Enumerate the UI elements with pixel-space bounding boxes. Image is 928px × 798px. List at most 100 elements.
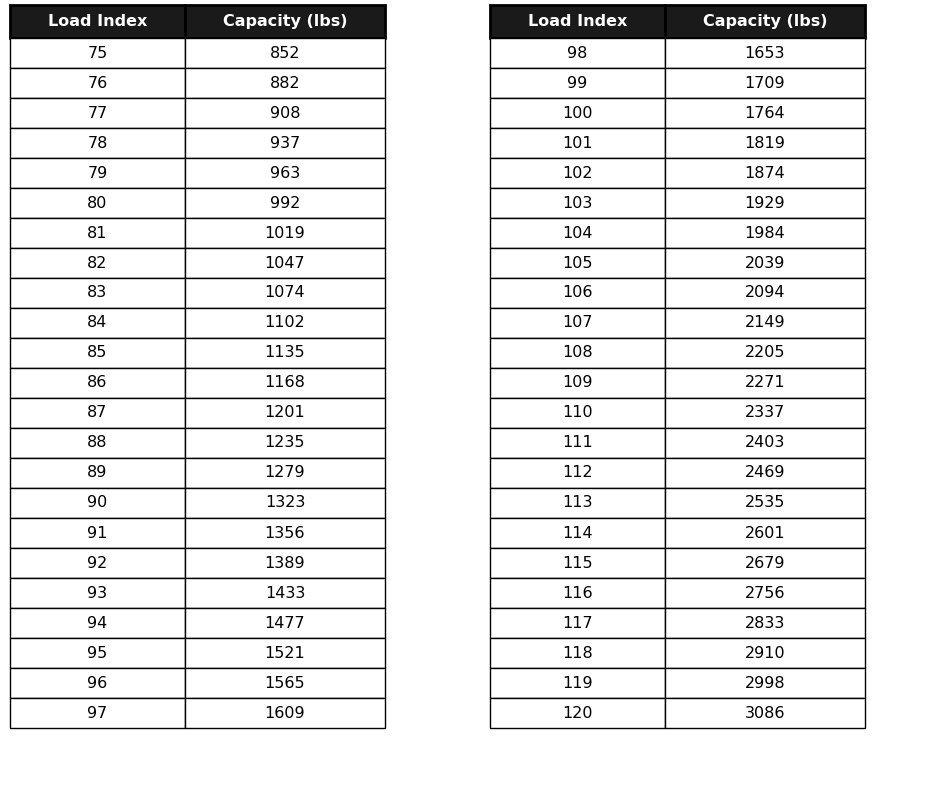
Text: 88: 88 [87, 436, 108, 451]
Text: 1201: 1201 [264, 405, 305, 421]
Bar [489, 458, 664, 488]
Text: 1477: 1477 [264, 615, 305, 630]
Text: 1389: 1389 [264, 555, 305, 571]
Bar [489, 668, 664, 698]
Text: 77: 77 [87, 105, 108, 120]
Bar [10, 188, 185, 218]
Bar [10, 458, 185, 488]
Bar [185, 518, 384, 548]
Text: 107: 107 [561, 315, 592, 330]
Text: 2601: 2601 [744, 526, 784, 540]
Text: 118: 118 [561, 646, 592, 661]
Text: 97: 97 [87, 705, 108, 721]
Bar [489, 548, 664, 578]
Text: 2094: 2094 [744, 286, 784, 301]
Text: 1874: 1874 [744, 165, 784, 180]
Text: 1168: 1168 [264, 376, 305, 390]
Bar [10, 38, 185, 68]
Text: 110: 110 [561, 405, 592, 421]
Text: 1433: 1433 [264, 586, 305, 601]
Bar [185, 608, 384, 638]
Text: 78: 78 [87, 136, 108, 151]
Bar [185, 338, 384, 368]
Bar [664, 488, 864, 518]
Text: 1653: 1653 [744, 45, 784, 61]
Text: 1047: 1047 [264, 255, 305, 271]
Text: 963: 963 [270, 165, 300, 180]
Bar [185, 38, 384, 68]
Bar [10, 128, 185, 158]
Bar [185, 698, 384, 728]
Bar [489, 188, 664, 218]
Text: 1019: 1019 [264, 226, 305, 240]
Bar [664, 608, 864, 638]
Bar [185, 188, 384, 218]
Text: 82: 82 [87, 255, 108, 271]
Bar [664, 698, 864, 728]
Bar [10, 518, 185, 548]
Text: 1521: 1521 [264, 646, 305, 661]
Bar [664, 338, 864, 368]
Text: 95: 95 [87, 646, 108, 661]
Text: 111: 111 [561, 436, 592, 451]
Text: Load Index: Load Index [527, 14, 626, 29]
Text: 937: 937 [270, 136, 300, 151]
Text: 2469: 2469 [744, 465, 784, 480]
Text: 80: 80 [87, 196, 108, 211]
Text: 75: 75 [87, 45, 108, 61]
Bar [10, 98, 185, 128]
Text: 2039: 2039 [744, 255, 784, 271]
Text: 1323: 1323 [264, 496, 305, 511]
Text: 1984: 1984 [744, 226, 784, 240]
Text: 2403: 2403 [744, 436, 784, 451]
Text: 2205: 2205 [744, 346, 784, 361]
Text: 1609: 1609 [264, 705, 305, 721]
Bar [10, 428, 185, 458]
Text: 2910: 2910 [744, 646, 784, 661]
Bar [489, 518, 664, 548]
Bar [489, 278, 664, 308]
Bar [489, 38, 664, 68]
Text: 119: 119 [561, 675, 592, 690]
Bar [664, 38, 864, 68]
Text: 1102: 1102 [264, 315, 305, 330]
Bar [664, 5, 864, 38]
Text: 2337: 2337 [744, 405, 784, 421]
Bar [664, 458, 864, 488]
Text: 76: 76 [87, 76, 108, 90]
Text: 114: 114 [561, 526, 592, 540]
Text: 2756: 2756 [744, 586, 784, 601]
Text: 84: 84 [87, 315, 108, 330]
Bar [489, 128, 664, 158]
Bar [185, 248, 384, 278]
Text: 1764: 1764 [744, 105, 784, 120]
Text: 115: 115 [561, 555, 592, 571]
Bar [664, 218, 864, 248]
Bar [664, 578, 864, 608]
Bar [489, 428, 664, 458]
Bar [664, 518, 864, 548]
Bar [489, 308, 664, 338]
Bar [10, 368, 185, 398]
Text: 86: 86 [87, 376, 108, 390]
Bar [10, 278, 185, 308]
Bar [185, 488, 384, 518]
Text: 908: 908 [269, 105, 300, 120]
Bar [664, 368, 864, 398]
Bar [10, 398, 185, 428]
Bar [185, 278, 384, 308]
Text: Capacity (lbs): Capacity (lbs) [702, 14, 826, 29]
Text: 91: 91 [87, 526, 108, 540]
Bar [489, 368, 664, 398]
Text: 992: 992 [269, 196, 300, 211]
Bar [489, 398, 664, 428]
Text: 882: 882 [269, 76, 300, 90]
Text: 96: 96 [87, 675, 108, 690]
Bar [10, 668, 185, 698]
Bar [185, 128, 384, 158]
Text: 92: 92 [87, 555, 108, 571]
Bar [489, 5, 664, 38]
Text: 102: 102 [561, 165, 592, 180]
Bar [664, 308, 864, 338]
Bar [664, 98, 864, 128]
